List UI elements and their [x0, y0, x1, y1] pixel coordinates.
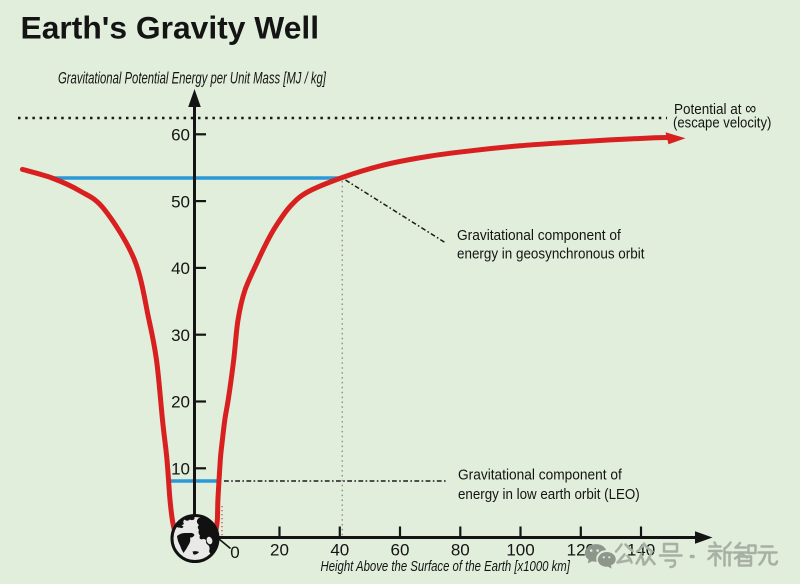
svg-text:Height Above the Surface of th: Height Above the Surface of the Earth [x…: [321, 558, 571, 575]
svg-text:60: 60: [171, 126, 190, 145]
svg-text:40: 40: [330, 541, 349, 560]
svg-text:(escape velocity): (escape velocity): [673, 114, 771, 131]
svg-text:energy in low earth orbit (LEO: energy in low earth orbit (LEO): [458, 486, 640, 503]
svg-text:0: 0: [230, 543, 239, 562]
svg-text:energy in geosynchronous orbit: energy in geosynchronous orbit: [457, 246, 644, 263]
svg-text:20: 20: [270, 541, 289, 560]
svg-text:80: 80: [451, 541, 470, 560]
svg-text:140: 140: [627, 541, 655, 560]
svg-text:50: 50: [171, 192, 190, 211]
svg-text:10: 10: [171, 460, 190, 479]
svg-text:Earth's Gravity Well: Earth's Gravity Well: [21, 10, 320, 46]
svg-text:30: 30: [171, 326, 190, 345]
svg-text:Gravitational Potential Energy: Gravitational Potential Energy per Unit …: [58, 68, 327, 87]
svg-text:Gravitational component of: Gravitational component of: [457, 227, 622, 244]
svg-text:60: 60: [391, 541, 410, 560]
svg-text:20: 20: [171, 393, 190, 412]
svg-text:100: 100: [506, 541, 534, 560]
svg-text:Gravitational component of: Gravitational component of: [458, 467, 623, 484]
svg-text:40: 40: [171, 259, 190, 278]
svg-text:Potential at ∞: Potential at ∞: [674, 99, 756, 118]
